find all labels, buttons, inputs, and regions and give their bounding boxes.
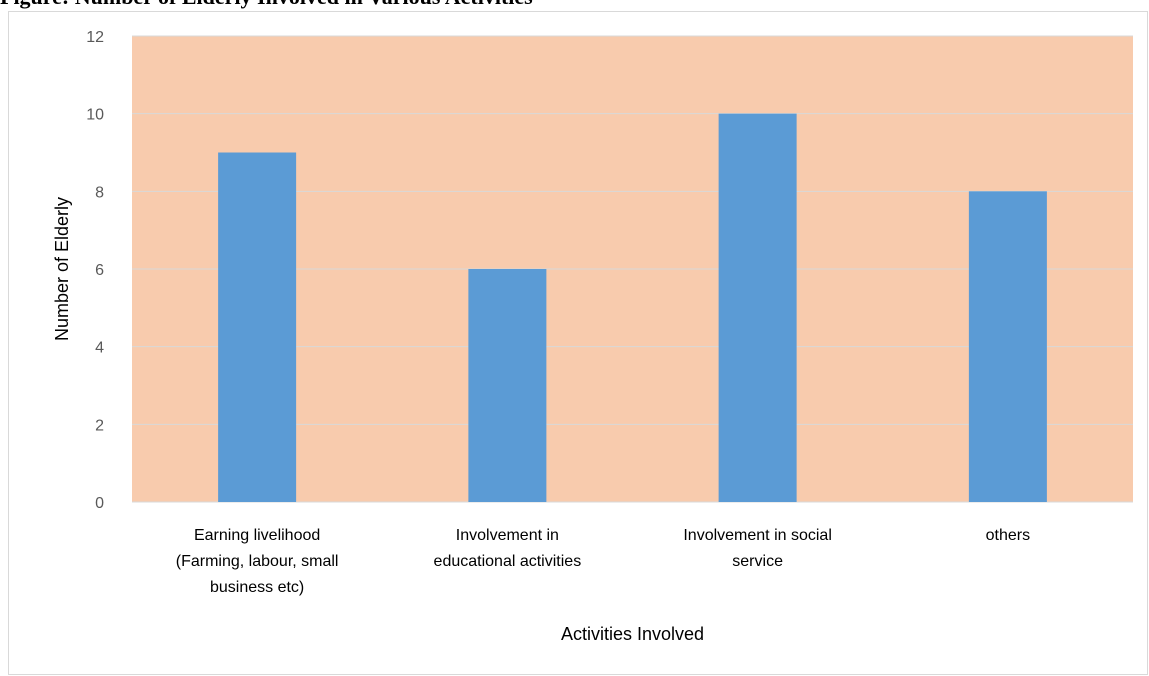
x-category-label: others <box>986 527 1030 544</box>
y-tick-label: 4 <box>95 340 104 357</box>
figure-caption: Figure: Number of Elderly Involved in Va… <box>0 0 533 10</box>
y-tick-label: 2 <box>95 417 104 434</box>
y-tick-label: 6 <box>95 262 104 279</box>
y-tick-label: 10 <box>86 107 104 124</box>
x-axis-categories: Earning livelihood (Farming, labour, smal… <box>176 527 1030 596</box>
x-category-label: Involvement in educational activities <box>434 527 582 570</box>
y-axis-ticks: 0 2 4 6 8 10 12 <box>86 29 104 512</box>
x-category-label-line: business etc) <box>210 579 304 596</box>
x-category-label-line: Earning livelihood <box>194 527 320 544</box>
gridlines <box>132 35 1133 503</box>
bar <box>718 113 797 503</box>
x-category-label-line: Involvement in <box>456 527 559 544</box>
x-category-label-line: (Farming, labour, small <box>176 553 339 570</box>
x-category-label-line: educational activities <box>434 553 582 570</box>
bar <box>218 152 297 502</box>
x-category-label-line: Involvement in social <box>683 527 832 544</box>
y-tick-label: 8 <box>95 184 104 201</box>
bar <box>968 191 1047 503</box>
y-tick-label: 0 <box>95 495 104 512</box>
y-tick-label: 12 <box>86 29 104 46</box>
bars <box>218 113 1047 503</box>
bar <box>468 269 547 502</box>
x-category-label-line: others <box>986 527 1030 544</box>
x-category-label-line: service <box>732 553 783 570</box>
x-axis-title: Activities Involved <box>561 624 704 644</box>
x-category-label: Earning livelihood (Farming, labour, smal… <box>176 527 339 596</box>
y-axis-title: Number of Elderly <box>52 197 72 341</box>
x-category-label: Involvement in social service <box>683 527 832 570</box>
